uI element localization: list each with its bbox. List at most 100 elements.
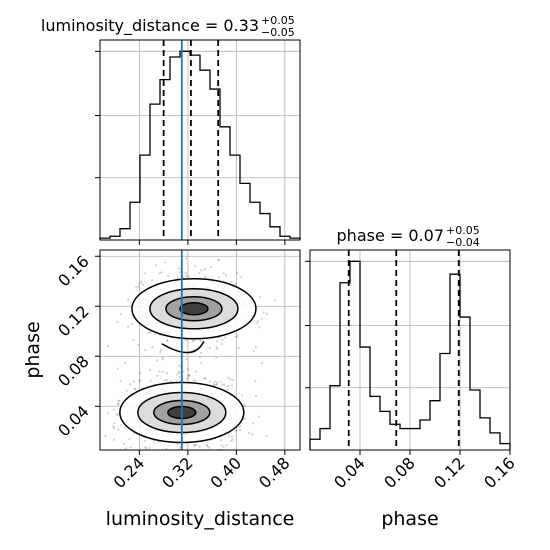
phase-hist-step <box>309 260 511 450</box>
scatter-point <box>144 439 147 442</box>
scatter-point <box>259 295 262 298</box>
phase-bar-17 <box>480 418 490 450</box>
scatter-point <box>144 272 147 275</box>
scatter-point <box>148 368 151 371</box>
scatter-point <box>240 276 243 279</box>
scatter-point <box>184 257 188 260</box>
contour-mode0-level3 <box>179 302 209 316</box>
scatter-point <box>167 274 170 277</box>
scatter-point <box>116 367 119 370</box>
tick-labels: 0.24 0.32 0.40 0.48 0.04 0.08 0.12 0.16 0.04 0.08… <box>54 252 519 492</box>
scatter-point <box>151 346 154 349</box>
x-tick-label-phase-3: 0.16 <box>480 453 519 492</box>
scatter-point <box>236 335 239 338</box>
scatter-point <box>218 276 221 279</box>
phase-bar-5 <box>360 347 370 450</box>
scatter-point <box>257 415 261 418</box>
scatter-point <box>178 267 181 270</box>
y-axis-label-phase: phase <box>22 321 44 378</box>
scatter-point <box>149 331 152 334</box>
scatter-point <box>194 379 197 383</box>
scatter-point <box>192 339 195 343</box>
scatter-point <box>216 347 219 351</box>
scatter-point <box>255 321 259 324</box>
scatter-point <box>221 338 224 341</box>
phase-bar-0 <box>310 439 320 450</box>
scatter-point <box>178 364 181 367</box>
x-tick-label-lumdist-3: 0.48 <box>255 453 294 492</box>
scatter-point <box>138 378 141 381</box>
scatter-point <box>230 280 233 283</box>
scatter-point <box>188 374 191 377</box>
scatter-point <box>252 349 256 353</box>
scatter-point <box>208 346 211 350</box>
scatter-point <box>132 338 135 342</box>
scatter-point <box>165 379 168 382</box>
scatter-point <box>208 380 212 383</box>
scatter-point <box>219 380 222 383</box>
scatter-point <box>125 389 128 393</box>
scatter-point <box>214 383 217 386</box>
scatter-point <box>215 383 219 386</box>
scatter-point <box>215 340 219 343</box>
scatter-point <box>106 411 109 415</box>
scatter-point <box>216 381 219 384</box>
x-tick-label-lumdist-1: 0.32 <box>158 453 197 492</box>
phase-bar-13 <box>440 354 450 450</box>
scatter-point <box>134 388 137 391</box>
phase-bar-8 <box>390 424 400 450</box>
scatter-point <box>132 380 135 383</box>
scatter-point <box>145 447 148 450</box>
lum-bar-3 <box>130 202 140 240</box>
phase-bar-15 <box>460 317 470 450</box>
phase-bar-7 <box>380 411 390 450</box>
scatter-point <box>192 339 195 342</box>
scatter-point <box>230 435 233 438</box>
scatter-point <box>116 403 119 406</box>
phase-bar-6 <box>370 396 380 450</box>
scatter-point <box>117 413 120 416</box>
scatter-point <box>199 339 202 342</box>
scatter-point <box>254 394 258 398</box>
scatter-point <box>257 326 261 329</box>
scatter-point <box>135 286 138 289</box>
scatter-point <box>161 356 164 359</box>
lum-hist-step <box>99 50 301 240</box>
scatter-point <box>129 446 132 449</box>
scatter-point <box>252 422 255 425</box>
scatter-point <box>204 275 207 279</box>
scatter-point <box>209 265 213 269</box>
scatter-point <box>187 368 190 371</box>
lum-bar-13 <box>230 155 240 240</box>
lum-bar-5 <box>150 104 160 240</box>
scatter-point <box>220 444 223 447</box>
scatter-point <box>215 356 218 359</box>
scatter-point <box>251 433 254 436</box>
phase-bar-18 <box>490 433 500 450</box>
scatter-point <box>219 438 222 442</box>
scatter-point <box>119 312 123 316</box>
scatter-point <box>144 446 147 449</box>
scatter-point <box>227 384 230 388</box>
phase-bar-19 <box>500 444 510 450</box>
scatter-point <box>187 275 190 278</box>
scatter-point <box>220 343 223 346</box>
phase-bar-4 <box>350 261 360 450</box>
y-tick-label-phase-3: 0.16 <box>54 252 93 291</box>
scatter-point <box>165 372 169 375</box>
scatter-point <box>112 438 116 441</box>
scatter-point <box>235 429 238 432</box>
phase-bar-1 <box>320 429 330 450</box>
scatter-point <box>198 356 201 359</box>
scatter-point <box>178 370 181 374</box>
scatter-point <box>225 444 228 447</box>
scatter-point <box>176 373 179 376</box>
scatter-point <box>128 438 131 441</box>
scatter-point <box>215 346 218 349</box>
x-tick-label-lumdist-0: 0.24 <box>110 453 149 492</box>
lum-frame <box>99 39 301 241</box>
lum-bar-16 <box>260 214 270 240</box>
scatter-point <box>159 348 162 352</box>
scatter-point <box>159 351 162 354</box>
joint-contour-panel <box>99 249 301 451</box>
